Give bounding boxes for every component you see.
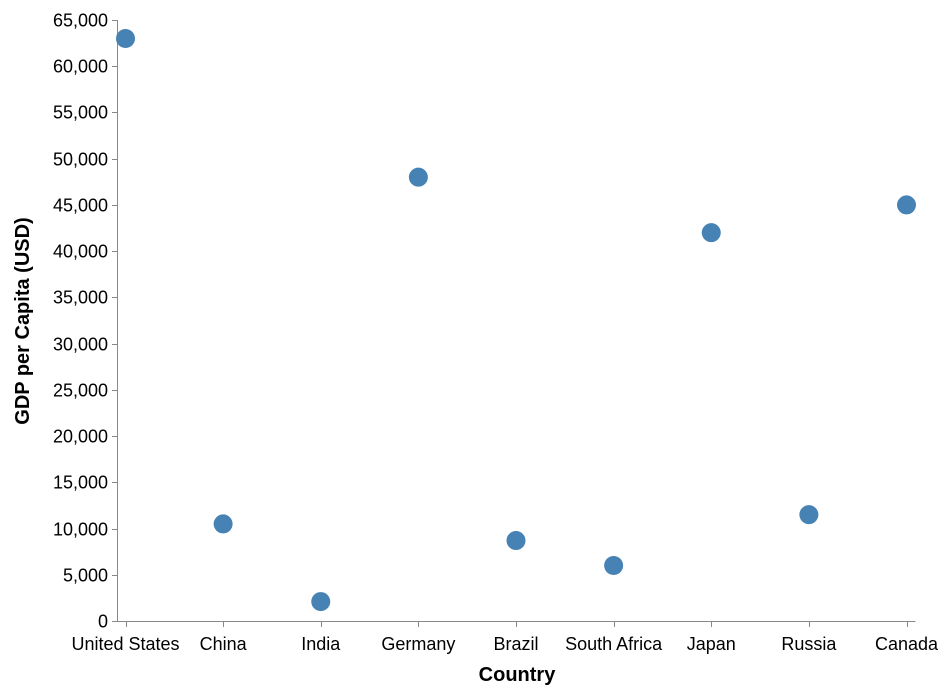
y-tick-label: 30,000 [53,335,108,355]
x-tick-label: India [301,634,341,654]
x-axis-title: Country [479,664,557,686]
y-tick-label: 20,000 [53,427,108,447]
y-tick-label: 65,000 [53,11,108,31]
y-tick-label: 60,000 [53,57,108,77]
x-tick-label: Russia [781,634,837,654]
y-axis-title: GDP per Capita (USD) [12,217,34,424]
data-point: South Africa [604,556,624,576]
data-point: Brazil [506,531,526,551]
x-tick-label: Japan [687,634,736,654]
data-point: United States [116,28,135,48]
data-point: Germany [408,167,428,187]
data-point: Russia [799,505,819,525]
data-point: Japan [701,223,721,243]
y-tick-label: 50,000 [53,150,108,170]
x-tick-label: South Africa [565,634,663,654]
y-tick-label: 15,000 [53,473,108,493]
y-tick-label: 25,000 [53,381,108,401]
x-tick-label: China [200,634,248,654]
y-tick-label: 45,000 [53,196,108,216]
y-tick-label: 55,000 [53,103,108,123]
data-points: United States China India Germany Brazil Sout… [116,28,916,612]
x-tick-label: Canada [875,634,939,654]
y-tick-label: 10,000 [53,520,108,540]
x-axis: United States China India Germany Brazil Sout… [71,621,939,654]
x-tick-label: Germany [381,634,455,654]
x-tick-label: Brazil [493,634,538,654]
x-tick-label: United States [71,634,179,654]
y-tick-label: 5,000 [63,566,108,586]
y-tick-label: 35,000 [53,288,108,308]
data-point: India [311,592,331,612]
y-tick-label: 0 [98,612,108,632]
data-point: China [213,514,233,534]
y-axis: 0 5,000 10,000 15,000 20,000 25,000 30,000 35,0… [53,11,118,632]
data-point: Canada [897,195,916,215]
y-tick-label: 40,000 [53,242,108,262]
